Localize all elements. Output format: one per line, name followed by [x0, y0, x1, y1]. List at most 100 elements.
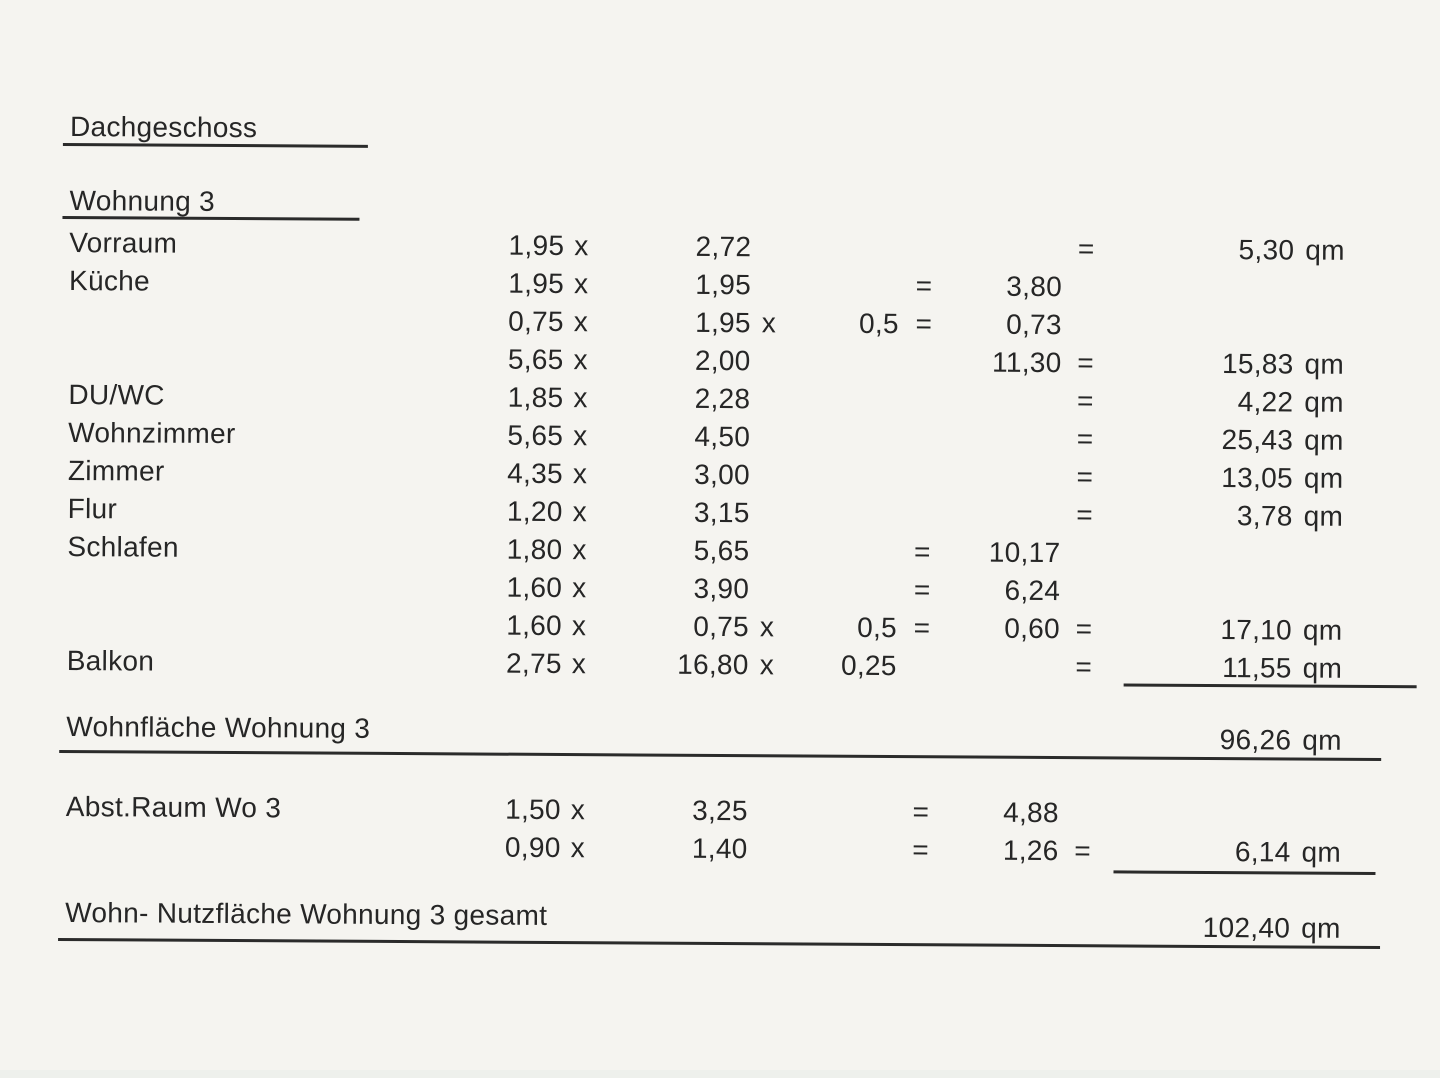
area-value: 6,14	[1234, 836, 1291, 868]
times-sign-2	[761, 418, 785, 456]
factor-value	[798, 380, 898, 419]
calc-row-abstraum-2: 0,90 x 1,40 = 1,26 = 6,14 qm	[0, 826, 1436, 873]
unit-label: qm	[1305, 234, 1345, 266]
equals-sign-2: =	[1075, 613, 1093, 645]
equals-sign-2: =	[1075, 651, 1093, 683]
unit-label: qm	[1301, 836, 1342, 868]
apartment-heading: Wohnung 3	[69, 184, 216, 217]
subtotal-value	[943, 381, 1061, 420]
factor-value	[799, 266, 899, 305]
room-label	[66, 826, 436, 866]
room-label: Vorraum	[69, 226, 178, 259]
subtotal-value	[942, 647, 1060, 686]
equals-sign-2	[1065, 534, 1103, 572]
area-value: 4,22	[1237, 386, 1294, 418]
equals-sign	[904, 419, 942, 457]
width-value: 1,95	[508, 229, 565, 262]
unit-label: qm	[1304, 348, 1345, 380]
unit-label: qm	[1304, 386, 1344, 418]
width-value: 0,75	[508, 305, 564, 338]
times-sign: x	[570, 832, 586, 864]
times-sign: x	[573, 382, 588, 414]
subtotal-value: 0,73	[1006, 308, 1062, 341]
equals-sign	[904, 457, 942, 495]
times-sign-2	[759, 830, 783, 868]
width-value: 1,60	[506, 571, 563, 604]
factor-value	[796, 792, 896, 831]
unit-label	[1303, 574, 1373, 612]
width-value: 0,90	[504, 831, 561, 864]
times-sign: x	[573, 306, 589, 338]
equals-sign	[905, 229, 943, 267]
room-label: Flur	[67, 492, 118, 525]
times-sign: x	[570, 794, 586, 826]
unit-label: qm	[1302, 652, 1343, 684]
times-sign-2	[761, 456, 785, 494]
equals-sign: =	[914, 536, 931, 568]
area-value: 5,30	[1238, 234, 1295, 266]
length-value: 1,95	[695, 268, 752, 301]
length-value: 1,95	[695, 306, 751, 339]
length-value: 3,00	[694, 458, 751, 491]
room-label: Abst.Raum Wo 3	[65, 790, 282, 824]
room-label: Schlafen	[67, 530, 179, 563]
room-label	[67, 604, 437, 644]
area-value: 13,05	[1221, 462, 1293, 494]
equals-sign	[903, 647, 941, 685]
times-sign-2: x	[759, 611, 775, 643]
times-sign-2	[762, 266, 786, 304]
equals-sign: =	[913, 574, 931, 606]
unit-label: qm	[1303, 500, 1344, 532]
calc-row-balkon: Balkon 2,75 x 16,80 x 0,25 = 11,55 qm	[0, 642, 1437, 689]
living-area-total-value: 96,26	[1219, 724, 1292, 756]
area-value	[1139, 269, 1294, 308]
times-sign: x	[573, 268, 589, 300]
times-sign: x	[572, 458, 588, 490]
room-label: Zimmer	[67, 454, 165, 487]
subtotal-value: 3,80	[1006, 270, 1063, 303]
factor-value	[796, 830, 896, 869]
storage-room-rows: Abst.Raum Wo 3 1,50 x 3,25 = 4,88 0,90 x 1,40 = 1…	[0, 788, 1436, 873]
times-sign-2	[759, 792, 783, 830]
area-value	[1136, 795, 1291, 834]
subtotal-value	[943, 419, 1061, 458]
area-value	[1139, 307, 1294, 346]
equals-sign-2: =	[1074, 835, 1092, 867]
length-value: 2,00	[694, 344, 751, 377]
room-label	[69, 300, 439, 340]
grand-total-value: 102,40	[1202, 911, 1291, 944]
subtotal-value	[943, 495, 1061, 534]
equals-sign-2	[1067, 306, 1105, 344]
width-value: 4,35	[507, 457, 564, 490]
length-value: 2,28	[694, 382, 751, 415]
grand-total-unit: qm	[1301, 912, 1341, 944]
room-label	[68, 338, 438, 378]
equals-sign-2: =	[1076, 461, 1094, 493]
storage-result-underline	[1113, 870, 1376, 875]
equals-sign: =	[912, 834, 930, 866]
room-calculation-rows: Vorraum 1,95 x 2,72 = 5,30 qm Küche 1,95 x 1,95 = 3…	[0, 224, 1439, 689]
times-sign-2	[760, 532, 784, 570]
area-value: 25,43	[1221, 424, 1294, 456]
equals-sign-2: =	[1076, 499, 1094, 531]
balkon-result-underline	[1123, 683, 1417, 689]
subtotal-value: 11,30	[992, 346, 1062, 379]
unit-label: qm	[1303, 462, 1344, 494]
times-sign: x	[572, 496, 588, 528]
subtotal-value: 1,26	[1002, 834, 1059, 867]
length-value: 16,80	[677, 648, 749, 681]
equals-sign	[904, 495, 942, 533]
subtotal-value: 4,88	[1003, 796, 1059, 829]
length-value: 2,72	[695, 230, 752, 263]
living-area-total-unit: qm	[1302, 724, 1342, 756]
width-value: 1,80	[506, 533, 563, 566]
times-sign-2	[761, 380, 785, 418]
room-label: Balkon	[66, 644, 155, 677]
factor-value: 0,25	[840, 649, 897, 682]
length-value: 1,40	[691, 832, 748, 865]
times-sign: x	[573, 420, 588, 452]
factor-value	[797, 532, 897, 571]
factor-value	[797, 570, 897, 609]
equals-sign	[904, 381, 942, 419]
